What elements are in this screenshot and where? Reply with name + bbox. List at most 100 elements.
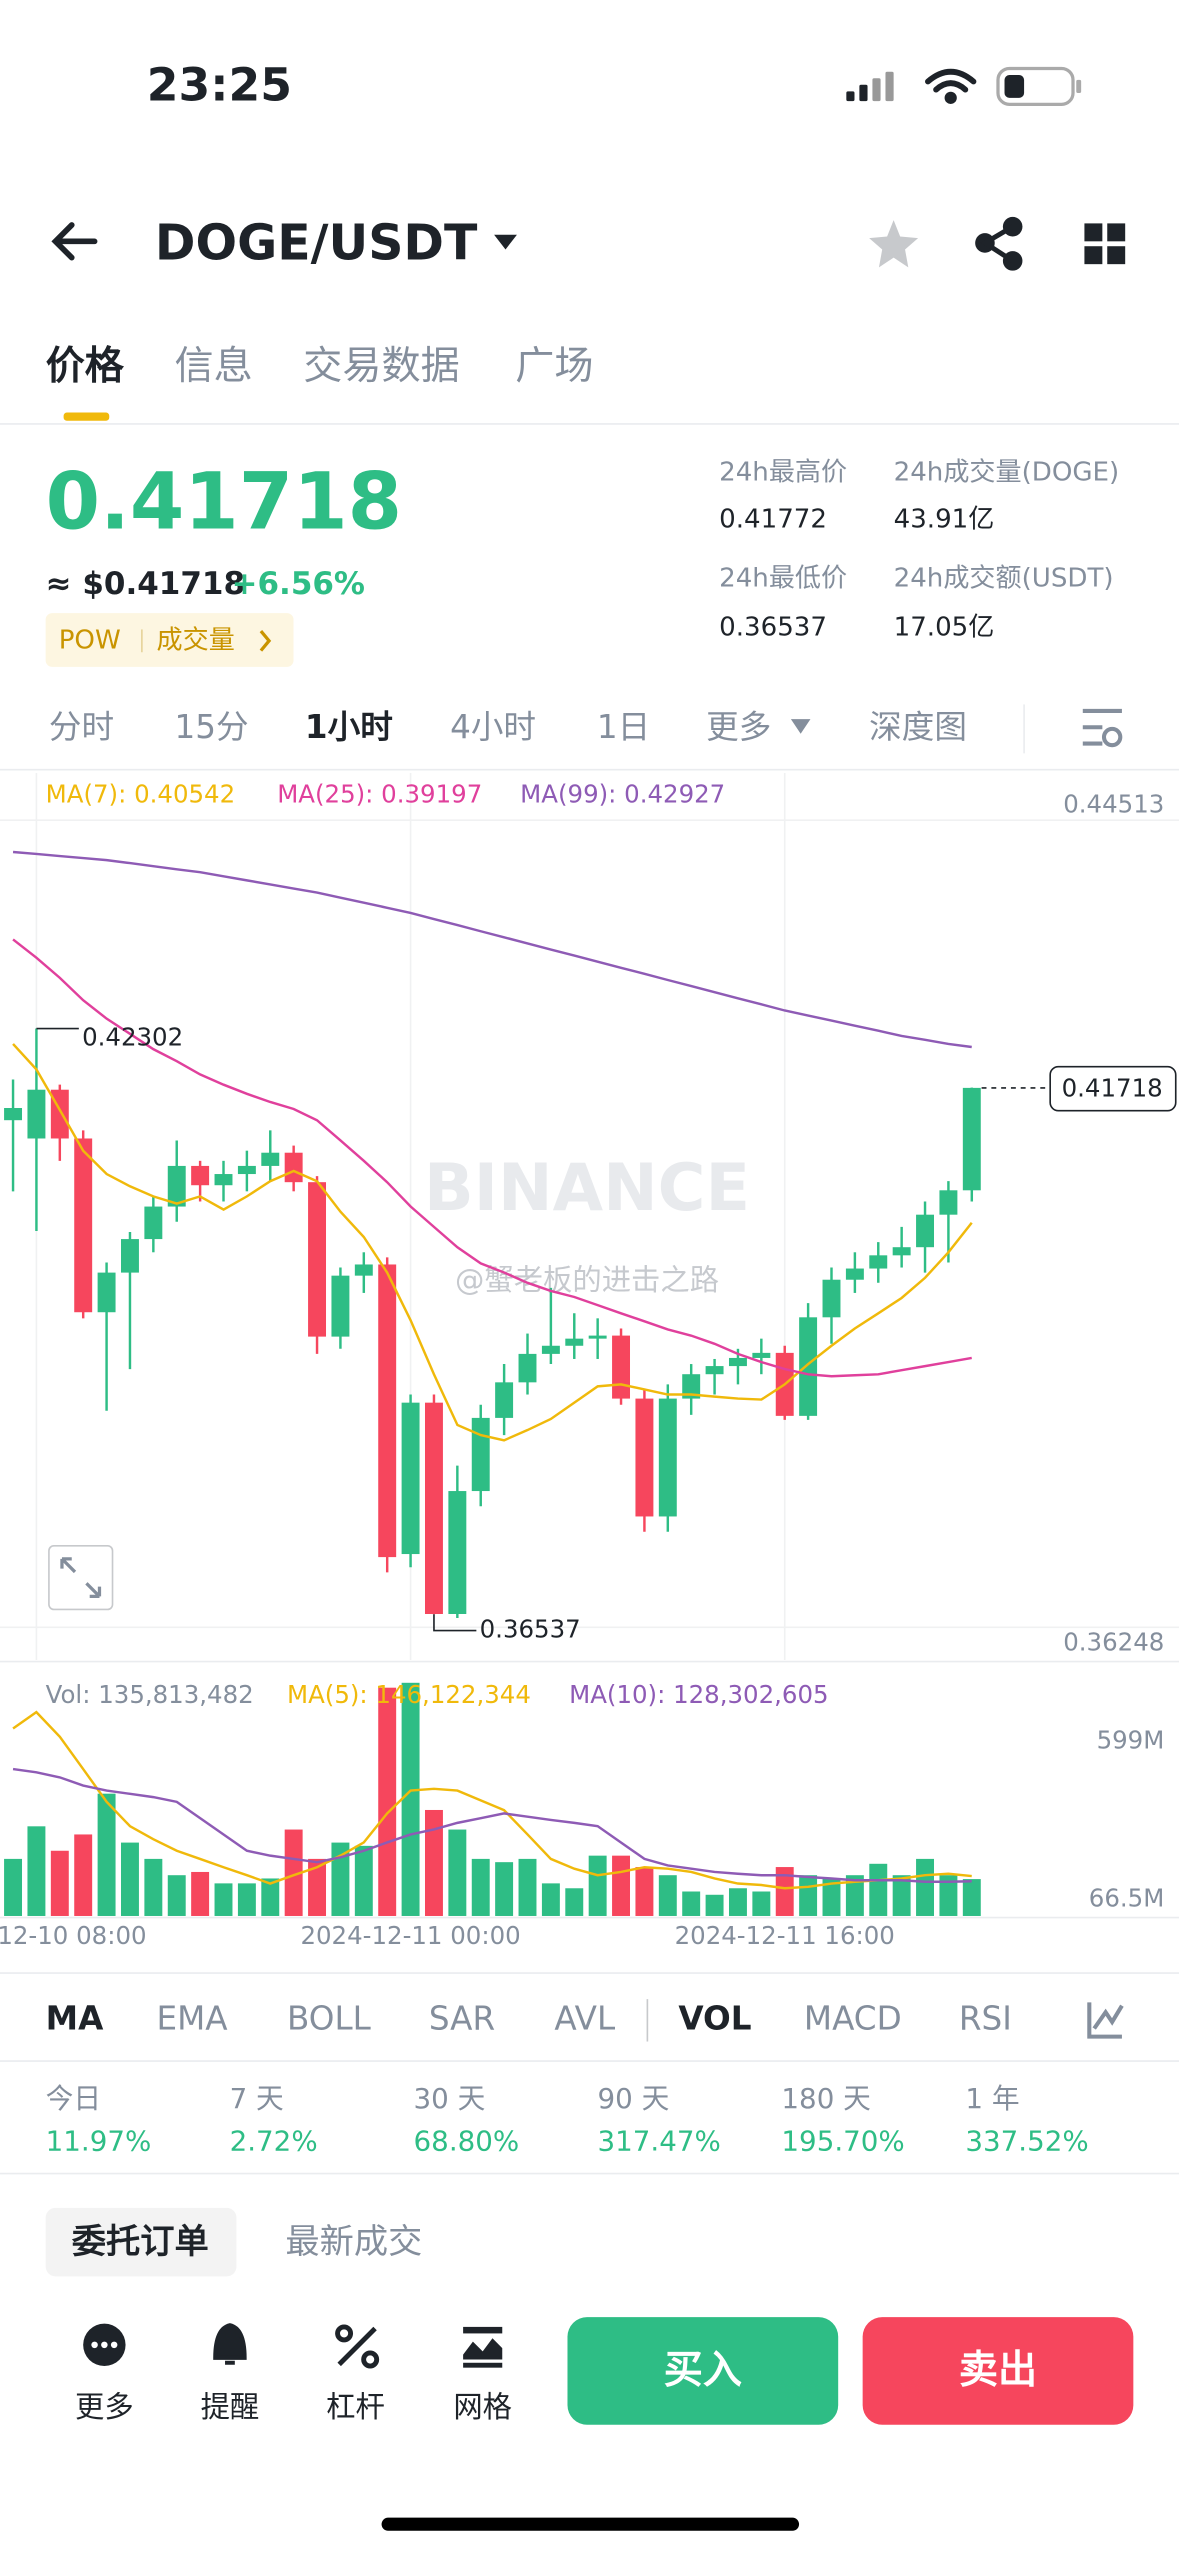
order-tab[interactable]: 最新成交 <box>285 2222 422 2262</box>
period-return: 195.70% <box>781 2125 904 2158</box>
candle-body <box>97 1272 116 1313</box>
interval[interactable]: 分时 <box>49 708 114 746</box>
candle-body <box>144 1206 163 1240</box>
candle-body <box>120 1239 139 1273</box>
volume-bar <box>354 1845 373 1916</box>
last-price-tag <box>1049 1065 1177 1112</box>
candle-body <box>308 1182 327 1337</box>
chart-settings[interactable] <box>1082 708 1123 748</box>
volume-bar <box>97 1793 116 1916</box>
indicator-settings[interactable] <box>1087 2002 1124 2039</box>
back-button[interactable] <box>51 222 98 261</box>
last-price-label: 0.41718 <box>1062 1074 1163 1103</box>
legend-entry: MA(5): 146,122,344 <box>287 1680 531 1709</box>
order-tab-bg <box>45 2207 237 2277</box>
tab[interactable]: 信息 <box>174 344 252 389</box>
price-chart: BINANCE @蟹老板的进击之路 0.42302 0.36537 MA(7): 0.4… <box>0 772 1179 1950</box>
volume-bar <box>588 1855 607 1916</box>
candle-body <box>962 1087 981 1191</box>
indicator[interactable]: MACD <box>804 1999 902 2037</box>
tab[interactable]: 广场 <box>515 344 593 389</box>
volume-bar <box>74 1834 93 1916</box>
interval[interactable]: 15分 <box>174 708 248 746</box>
indicator[interactable]: SAR <box>429 1999 495 2037</box>
menu-button[interactable] <box>1084 223 1126 265</box>
candles-area: BINANCE @蟹老板的进击之路 0.42302 0.36537 <box>0 772 1179 1660</box>
legend-entry: MA(7): 0.40542 <box>46 780 235 809</box>
candle-body <box>518 1353 537 1383</box>
share-button[interactable] <box>975 216 1023 271</box>
buy-button[interactable] <box>567 2317 839 2425</box>
wifi-icon <box>925 68 977 104</box>
chevron <box>259 630 272 652</box>
volume-bar <box>50 1850 69 1916</box>
toolbar-label[interactable]: 杠杆 <box>326 2390 385 2424</box>
candle-body <box>284 1152 303 1183</box>
volume-bar <box>214 1883 233 1916</box>
interval[interactable]: 1小时 <box>305 708 393 746</box>
volume-bar <box>612 1855 631 1916</box>
legend-entry: MA(10): 128,302,605 <box>569 1680 828 1709</box>
indicator[interactable]: VOL <box>678 1999 751 2037</box>
ma-line <box>12 850 972 1049</box>
y-tick-label: 0.44513 <box>1063 790 1164 819</box>
volume-bar <box>962 1879 981 1916</box>
indicator[interactable]: BOLL <box>287 1999 371 2037</box>
indicator[interactable]: AVL <box>554 1999 615 2037</box>
tab[interactable]: 交易数据 <box>303 344 460 389</box>
toolbar-label[interactable]: 更多 <box>75 2390 134 2424</box>
volume-bar <box>682 1891 701 1916</box>
y-tick-label: 0.36248 <box>1063 1628 1164 1657</box>
period: 7 天 <box>230 2082 284 2115</box>
tag[interactable]: 成交量 <box>157 625 235 655</box>
interval[interactable]: 深度图 <box>869 708 967 746</box>
tag[interactable]: POW <box>59 625 121 655</box>
tag-box <box>45 613 294 667</box>
interval[interactable]: 4小时 <box>450 708 536 746</box>
legend-entry: MA(25): 0.39197 <box>277 780 482 809</box>
indicator[interactable]: EMA <box>157 1999 229 2037</box>
candle-body <box>939 1190 958 1215</box>
period: 180 天 <box>781 2082 870 2115</box>
pair-dropdown[interactable] <box>494 234 517 250</box>
order-tab[interactable]: 委托订单 <box>72 2222 209 2262</box>
candle-body <box>869 1255 888 1269</box>
buy-label[interactable]: 买入 <box>664 2348 742 2393</box>
sell-button[interactable] <box>862 2317 1134 2425</box>
indicator[interactable]: RSI <box>959 1999 1012 2037</box>
candle-body <box>541 1345 560 1354</box>
candle-body <box>612 1335 631 1399</box>
volume-bar <box>541 1883 560 1916</box>
volume-bar <box>167 1875 186 1916</box>
status-time: 23:25 <box>147 59 292 112</box>
stat-value: 43.91亿 <box>894 505 995 535</box>
volume-bar <box>401 1682 420 1916</box>
stat-label: 24h最低价 <box>719 563 847 593</box>
sell-label[interactable]: 卖出 <box>959 2348 1037 2393</box>
performance: 今日 11.97% 7 天 2.72% 30 天 68.80% 90 天 317.47% 180… <box>46 2082 1089 2157</box>
interval[interactable]: 更多 <box>706 708 771 746</box>
tab[interactable]: 价格 <box>46 344 125 389</box>
volume-bar <box>120 1842 139 1916</box>
price-change: +6.56% <box>232 566 365 602</box>
toolbar-label[interactable]: 提醒 <box>201 2390 260 2424</box>
favorite-button[interactable] <box>869 220 919 268</box>
expand-button[interactable] <box>48 1545 114 1611</box>
candle-body <box>822 1279 841 1318</box>
ma-line <box>12 1043 973 1442</box>
volume-bar <box>845 1875 864 1916</box>
volume-bar <box>191 1871 210 1916</box>
interval[interactable]: 1日 <box>597 708 650 746</box>
candle-body <box>892 1247 911 1256</box>
candle-body <box>27 1089 46 1139</box>
volume-bar <box>27 1826 46 1916</box>
candle-body <box>799 1317 818 1416</box>
x-tick-label: 2024-12-10 08:00 <box>0 1921 147 1950</box>
toolbar-label[interactable]: 网格 <box>453 2390 512 2424</box>
x-tick-label: 2024-12-11 16:00 <box>675 1921 895 1950</box>
indicator[interactable]: MA <box>46 1999 104 2037</box>
candle-body <box>752 1352 771 1358</box>
last-price: 0.41718 <box>46 457 402 548</box>
period-return: 2.72% <box>230 2125 318 2158</box>
pair-title[interactable]: DOGE/USDT <box>155 215 478 272</box>
